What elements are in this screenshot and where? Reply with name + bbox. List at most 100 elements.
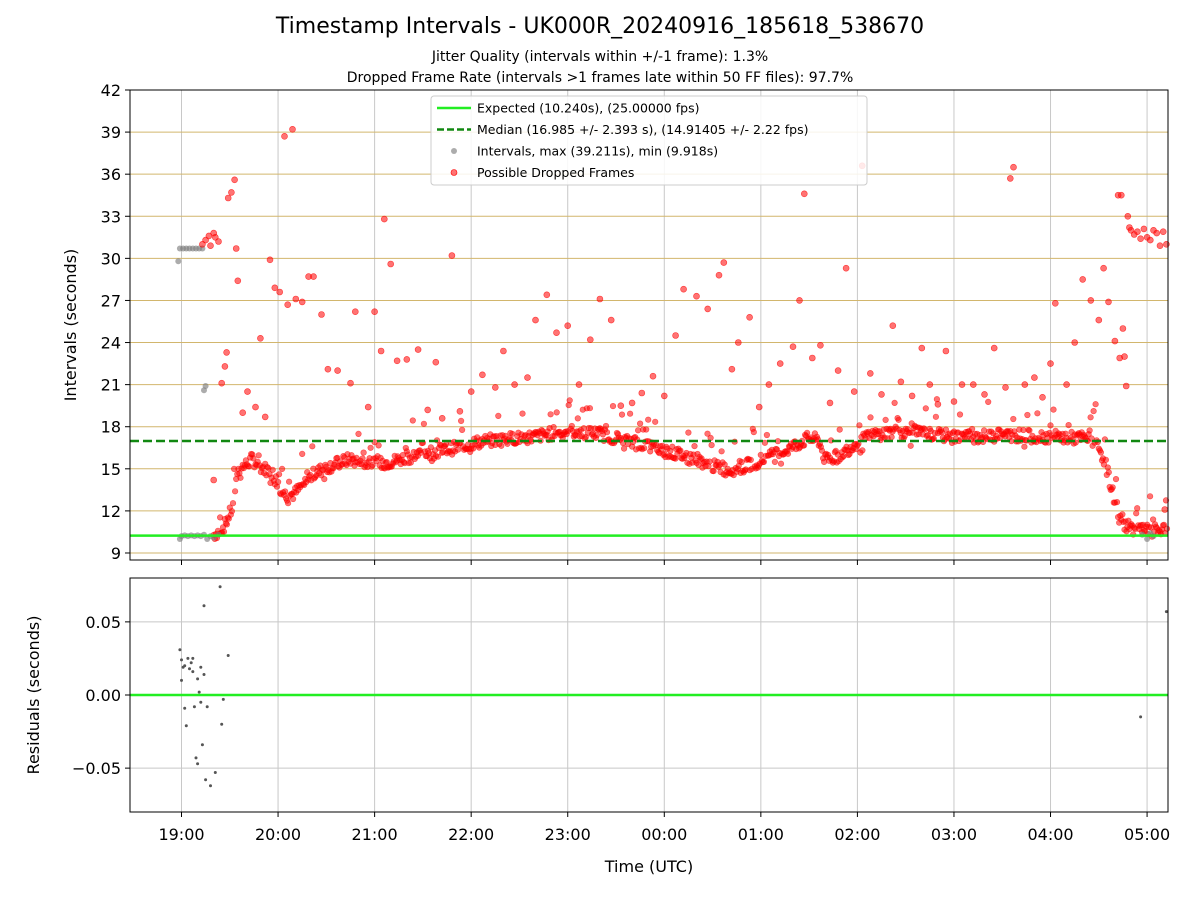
dropped-frame-marker (375, 442, 382, 449)
dropped-frame-marker (932, 413, 940, 420)
dropped-frame-marker (784, 450, 792, 457)
dropped-frame-marker (257, 334, 264, 342)
dropped-frame-marker (641, 445, 648, 452)
dropped-frame-marker (232, 245, 240, 252)
residual-marker (218, 585, 222, 589)
intervals-plot-frame (129, 89, 1169, 561)
dropped-frame-marker (721, 461, 728, 468)
dropped-frame-marker (907, 442, 914, 449)
dropped-frame-marker (269, 466, 276, 473)
dropped-frame-marker (750, 429, 757, 436)
dropped-frame-marker (706, 458, 713, 465)
dropped-frame-marker (479, 371, 486, 379)
dropped-frame-marker (281, 133, 288, 140)
legend-entry-label: Intervals, max (39.211s), min (9.918s) (477, 144, 718, 159)
dropped-frame-marker (459, 426, 466, 434)
dropped-frame-marker (387, 260, 395, 268)
dropped-frame-marker (897, 378, 905, 386)
interval-marker (1144, 536, 1151, 542)
dropped-frame-marker (220, 528, 228, 535)
intervals-y-axis-label: Intervals (seconds) (61, 249, 80, 402)
dropped-frame-marker (1113, 499, 1121, 506)
dropped-frame-marker (1121, 353, 1128, 360)
dropped-frame-marker (574, 415, 581, 422)
dropped-frame-marker (1133, 510, 1140, 517)
dropped-frame-marker (334, 367, 341, 374)
dropped-frame-marker (228, 189, 235, 196)
dropped-frame-marker (1039, 393, 1046, 401)
dropped-frame-marker (347, 379, 354, 387)
dropped-frame-marker (359, 455, 366, 462)
time-x-tick-label: 01:00 (738, 825, 784, 844)
dropped-frame-marker (803, 429, 811, 437)
dropped-frame-marker (1112, 476, 1120, 483)
residual-marker (220, 722, 224, 726)
dropped-frame-marker (524, 374, 531, 381)
dropped-frame-marker (553, 329, 560, 337)
dropped-frame-marker (1002, 384, 1009, 391)
dropped-frame-marker (704, 430, 711, 437)
residual-marker (180, 658, 183, 662)
dropped-frame-marker (789, 343, 797, 351)
dropped-frame-marker (575, 381, 583, 388)
dropped-frame-marker (649, 372, 657, 380)
dropped-frame-marker (672, 332, 679, 339)
dropped-frame-marker (1087, 297, 1095, 304)
dropped-frame-marker (1161, 506, 1169, 513)
dropped-frame-marker (757, 451, 764, 459)
dropped-frame-marker (246, 463, 253, 470)
dropped-frame-marker (609, 403, 617, 410)
dropped-frame-marker (1134, 505, 1141, 512)
dropped-frame-marker (495, 412, 502, 420)
residual-marker (200, 743, 204, 747)
dropped-frame-marker (638, 389, 646, 397)
dropped-frame-marker (1052, 299, 1059, 307)
dropped-frame-marker (718, 448, 725, 455)
dropped-frame-marker (500, 347, 507, 355)
dropped-frame-marker (261, 413, 269, 421)
dropped-frame-marker (934, 400, 942, 408)
residuals-y-tick-label: −0.05 (72, 759, 121, 778)
dropped-frame-marker (289, 126, 296, 133)
dropped-frame-marker (420, 420, 428, 427)
dropped-frame-marker (617, 402, 625, 410)
dropped-frame-marker (746, 313, 753, 321)
dropped-frame-marker (968, 425, 976, 433)
dropped-frame-marker (1118, 191, 1125, 199)
dropped-frame-marker (761, 439, 769, 446)
dropped-frame-marker (1079, 276, 1086, 283)
time-x-axis-label: Time (UTC) (604, 857, 693, 876)
residuals-y-tick-label: 0.05 (85, 613, 121, 632)
dropped-frame-marker (1100, 264, 1107, 272)
dropped-frame-marker (224, 194, 232, 202)
dropped-frame-marker (889, 322, 897, 330)
dropped-frame-marker (284, 301, 292, 309)
residual-marker (202, 604, 206, 608)
dropped-frame-marker (532, 316, 539, 324)
dropped-frame-marker (652, 418, 659, 425)
residual-marker (226, 654, 230, 657)
dropped-frame-marker (547, 411, 554, 418)
residuals-panel: 19:00 20:00 21:00 22:00 23:00 00:00 01:00 02:00… (72, 577, 1170, 844)
dropped-frame-marker (1092, 401, 1099, 408)
dropped-frame-marker (1105, 469, 1112, 476)
dropped-frame-marker (250, 455, 257, 462)
dropped-frame-marker (509, 430, 516, 437)
legend-entry-label: Possible Dropped Frames (477, 165, 634, 180)
intervals-y-tick-label: 18 (101, 418, 121, 437)
dropped-frame-marker (380, 215, 388, 223)
dropped-frame-marker (456, 407, 464, 415)
dropped-frame-marker (800, 442, 808, 449)
intervals-y-tick-label: 27 (101, 291, 121, 310)
dropped-frame-marker (834, 367, 842, 374)
residual-marker (180, 678, 183, 682)
dropped-frame-marker (636, 420, 644, 427)
dropped-frame-marker (369, 462, 376, 469)
dropped-frame-marker (467, 388, 475, 395)
dropped-frame-marker (856, 422, 863, 429)
dropped-frame-marker (367, 444, 374, 451)
figure-title: Timestamp Intervals - UK000R_20240916_18… (275, 14, 925, 39)
residual-marker (178, 648, 182, 652)
dropped-frame-marker (438, 414, 446, 422)
